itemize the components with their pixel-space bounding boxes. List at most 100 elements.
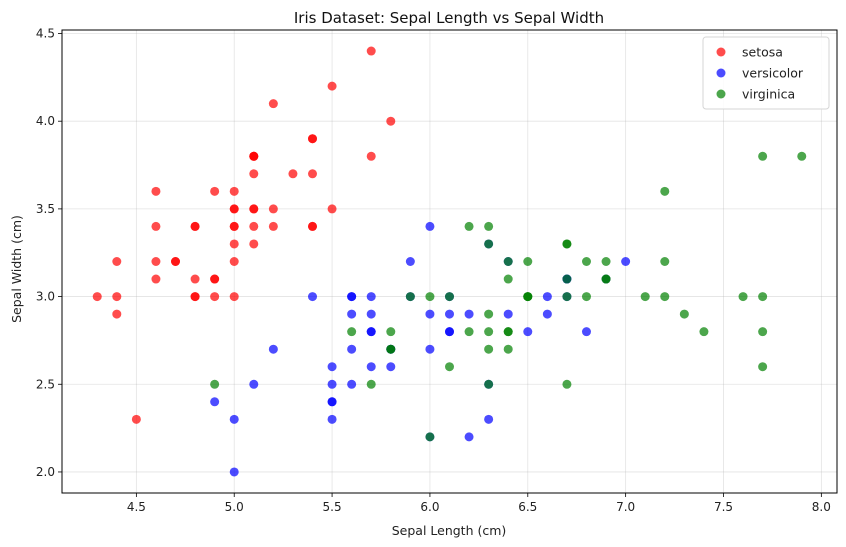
virginica-point: [445, 362, 454, 372]
virginica-point: [464, 327, 474, 337]
versicolor-point: [347, 309, 357, 319]
versicolor-point: [621, 257, 631, 266]
versicolor-point: [327, 397, 337, 407]
setosa-point: [268, 221, 278, 231]
virginica-point: [797, 151, 807, 161]
virginica-point: [758, 151, 768, 161]
setosa-point: [249, 221, 259, 231]
setosa-point: [327, 81, 337, 91]
versicolor-point: [366, 309, 376, 319]
legend-label-setosa: setosa: [742, 45, 783, 60]
virginica-point: [581, 257, 591, 266]
versicolor-point: [366, 362, 376, 372]
setosa-point: [229, 257, 239, 266]
y-tick-label: 3.0: [36, 290, 55, 304]
virginica-point: [660, 257, 670, 266]
setosa-point: [327, 204, 337, 214]
setosa-point: [308, 169, 318, 179]
virginica-point: [503, 327, 513, 337]
setosa-point: [366, 151, 376, 161]
versicolor-point: [386, 362, 396, 372]
y-tick-label: 2.0: [36, 465, 55, 479]
virginica-point: [758, 362, 768, 372]
versicolor-point: [425, 344, 435, 354]
virginica-point: [445, 292, 454, 302]
setosa-point: [308, 134, 318, 144]
setosa-point: [190, 292, 200, 302]
setosa-point: [210, 292, 220, 302]
axis-ticks: 4.5 5.0 5.5 6.0 6.5 7.0 7.5 8.0 2.0 2.5 3.0 3.5 4.0 4…: [36, 27, 831, 514]
setosa-point: [151, 221, 161, 231]
virginica-point: [660, 186, 670, 196]
virginica-point: [405, 292, 415, 302]
setosa-point: [229, 292, 239, 302]
virginica-point: [523, 257, 533, 266]
virginica-point: [503, 274, 513, 284]
virginica-point: [484, 239, 494, 249]
versicolor-point: [542, 309, 552, 319]
virginica-point: [503, 257, 513, 266]
versicolor-point: [327, 379, 337, 389]
virginica-point: [425, 292, 435, 302]
versicolor-point: [445, 309, 454, 319]
versicolor-point: [347, 344, 357, 354]
virginica-point: [601, 274, 611, 284]
setosa-point: [229, 221, 239, 231]
virginica-point: [758, 327, 768, 337]
legend: setosa versicolor virginica: [702, 36, 830, 110]
versicolor-point: [249, 379, 259, 389]
versicolor-point: [229, 414, 239, 424]
setosa-point: [249, 151, 259, 161]
setosa-point: [229, 204, 239, 214]
setosa-point: [112, 257, 122, 266]
versicolor-point: [327, 414, 337, 424]
versicolor-point: [327, 362, 337, 372]
versicolor-point: [503, 309, 513, 319]
versicolor-point: [405, 257, 415, 266]
virginica-point: [640, 292, 650, 302]
y-axis-title: Sepal Width (cm): [9, 215, 24, 323]
y-tick-label: 4.5: [36, 27, 55, 41]
setosa-point: [229, 186, 239, 196]
legend-label-virginica: virginica: [742, 87, 795, 102]
virginica-point: [562, 239, 572, 249]
y-tick-label: 4.0: [36, 114, 55, 128]
setosa-point: [308, 221, 318, 231]
versicolor-point: [366, 292, 376, 302]
virginica-point: [523, 292, 533, 302]
setosa-point: [268, 99, 278, 109]
setosa-point: [190, 274, 200, 284]
versicolor-point: [308, 292, 318, 302]
y-tick-label: 2.5: [36, 377, 55, 391]
x-tick-label: 8.0: [812, 500, 831, 514]
virginica-point: [738, 292, 748, 302]
setosa-point: [112, 292, 122, 302]
x-tick-label: 5.5: [323, 500, 342, 514]
legend-label-versicolor: versicolor: [742, 66, 804, 81]
x-tick-label: 6.0: [420, 500, 439, 514]
virginica-point: [347, 327, 357, 337]
setosa-point: [229, 239, 239, 249]
setosa-point: [151, 257, 161, 266]
versicolor-point: [445, 327, 454, 337]
virginica-point: [425, 432, 435, 442]
setosa-point: [288, 169, 298, 179]
versicolor-point: [464, 432, 474, 442]
virginica-point: [386, 344, 396, 354]
setosa-point: [190, 221, 200, 231]
virginica-point: [484, 344, 494, 354]
versicolor-point: [581, 327, 591, 337]
versicolor-point: [425, 221, 435, 231]
virginica-point: [581, 292, 591, 302]
versicolor-point: [347, 292, 357, 302]
virginica-point: [562, 292, 572, 302]
virginica-point: [660, 292, 670, 302]
versicolor-point: [542, 292, 552, 302]
plot-frame: [61, 29, 838, 494]
virginica-point: [210, 379, 220, 389]
setosa-point: [131, 414, 141, 424]
virginica-point: [679, 309, 689, 319]
versicolor-point: [229, 467, 239, 477]
x-tick-label: 7.0: [616, 500, 635, 514]
